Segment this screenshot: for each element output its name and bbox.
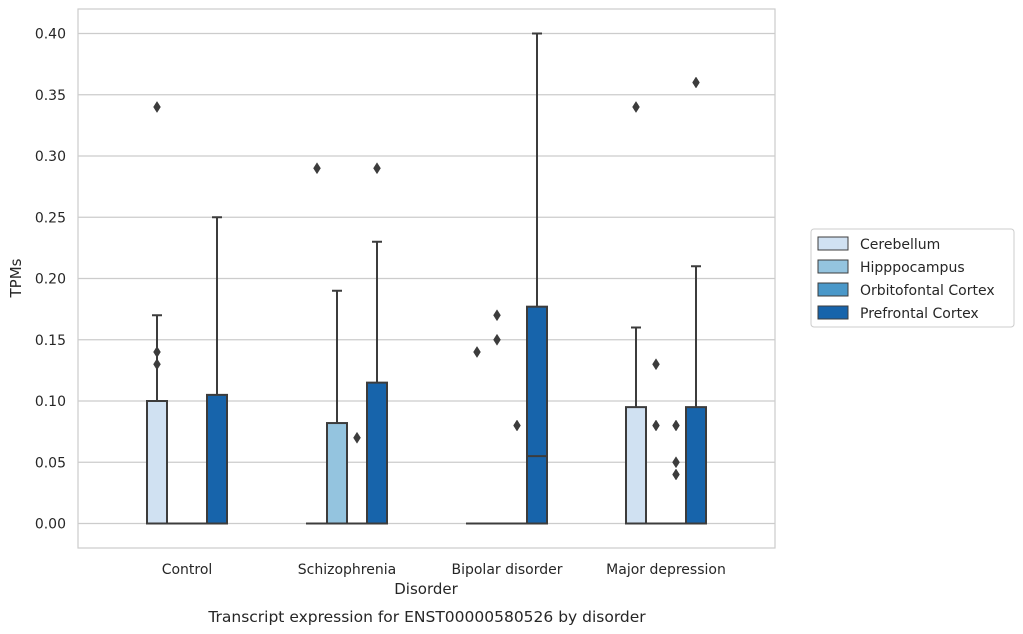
box	[526, 305, 548, 525]
y-axis-title: TPMs	[7, 258, 25, 298]
box-group	[625, 101, 647, 525]
legend: Cerebellum Hipppocampus Orbitofontal Corte…	[810, 228, 1015, 328]
box-group	[526, 32, 548, 525]
legend-label: Hipppocampus	[860, 260, 965, 276]
outlier-point	[652, 358, 660, 371]
outlier-point	[672, 468, 680, 481]
y-tick-label: 0.00	[35, 517, 66, 533]
x-axis-title: Disorder	[394, 580, 458, 598]
box	[685, 406, 707, 525]
y-tick-label: 0.15	[35, 333, 66, 349]
outlier-point	[313, 162, 321, 175]
outlier-point	[353, 431, 361, 444]
x-tick-label: Bipolar disorder	[451, 562, 562, 578]
legend-swatch	[817, 259, 849, 274]
box-group	[326, 289, 348, 525]
y-tick-label: 0.40	[35, 27, 66, 43]
box	[366, 381, 388, 525]
box-group	[146, 101, 168, 525]
legend-swatch	[817, 282, 849, 297]
y-tick-label: 0.10	[35, 394, 66, 410]
outlier-point	[493, 309, 501, 322]
chart-caption: Transcript expression for ENST0000058052…	[207, 608, 646, 626]
box-group	[206, 216, 228, 525]
outlier-point	[153, 358, 161, 371]
y-tick-label: 0.25	[35, 210, 66, 226]
legend-label: Cerebellum	[860, 237, 940, 253]
outlier-point	[373, 162, 381, 175]
outlier-point	[672, 419, 680, 432]
x-tick-label: Major depression	[606, 562, 726, 578]
legend-swatch	[817, 236, 849, 251]
y-tick-label: 0.30	[35, 149, 66, 165]
y-tick-labels: 0.00 0.05 0.10 0.15 0.20 0.25 0.30 0.35 0.40	[35, 27, 66, 533]
x-tick-label: Schizophrenia	[298, 562, 396, 578]
box-group	[665, 419, 687, 525]
outlier-point	[493, 333, 501, 346]
outlier-point	[153, 346, 161, 358]
boxes-layer	[146, 32, 707, 525]
box	[326, 422, 348, 525]
outlier-point	[632, 101, 640, 113]
legend-swatch	[817, 305, 849, 320]
outlier-point	[153, 101, 161, 113]
legend-label: Orbitofontal Cortex	[860, 283, 995, 299]
box	[625, 406, 647, 525]
legend-label: Prefrontal Cortex	[860, 306, 979, 322]
box	[206, 393, 228, 525]
outlier-point	[513, 419, 521, 432]
x-tick-label: Control	[162, 562, 213, 578]
box	[146, 400, 168, 525]
box-group	[685, 76, 707, 525]
box-group	[366, 162, 388, 525]
outlier-point	[672, 456, 680, 469]
y-tick-label: 0.20	[35, 272, 66, 288]
legend-frame	[810, 228, 1015, 328]
x-tick-labels: Control Schizophrenia Bipolar disorder Majo…	[162, 562, 726, 578]
y-tick-label: 0.35	[35, 88, 66, 104]
y-tick-label: 0.05	[35, 455, 66, 471]
box-group	[506, 419, 528, 525]
outlier-point	[652, 419, 660, 432]
outlier-point	[692, 76, 700, 89]
outlier-point	[473, 346, 481, 358]
